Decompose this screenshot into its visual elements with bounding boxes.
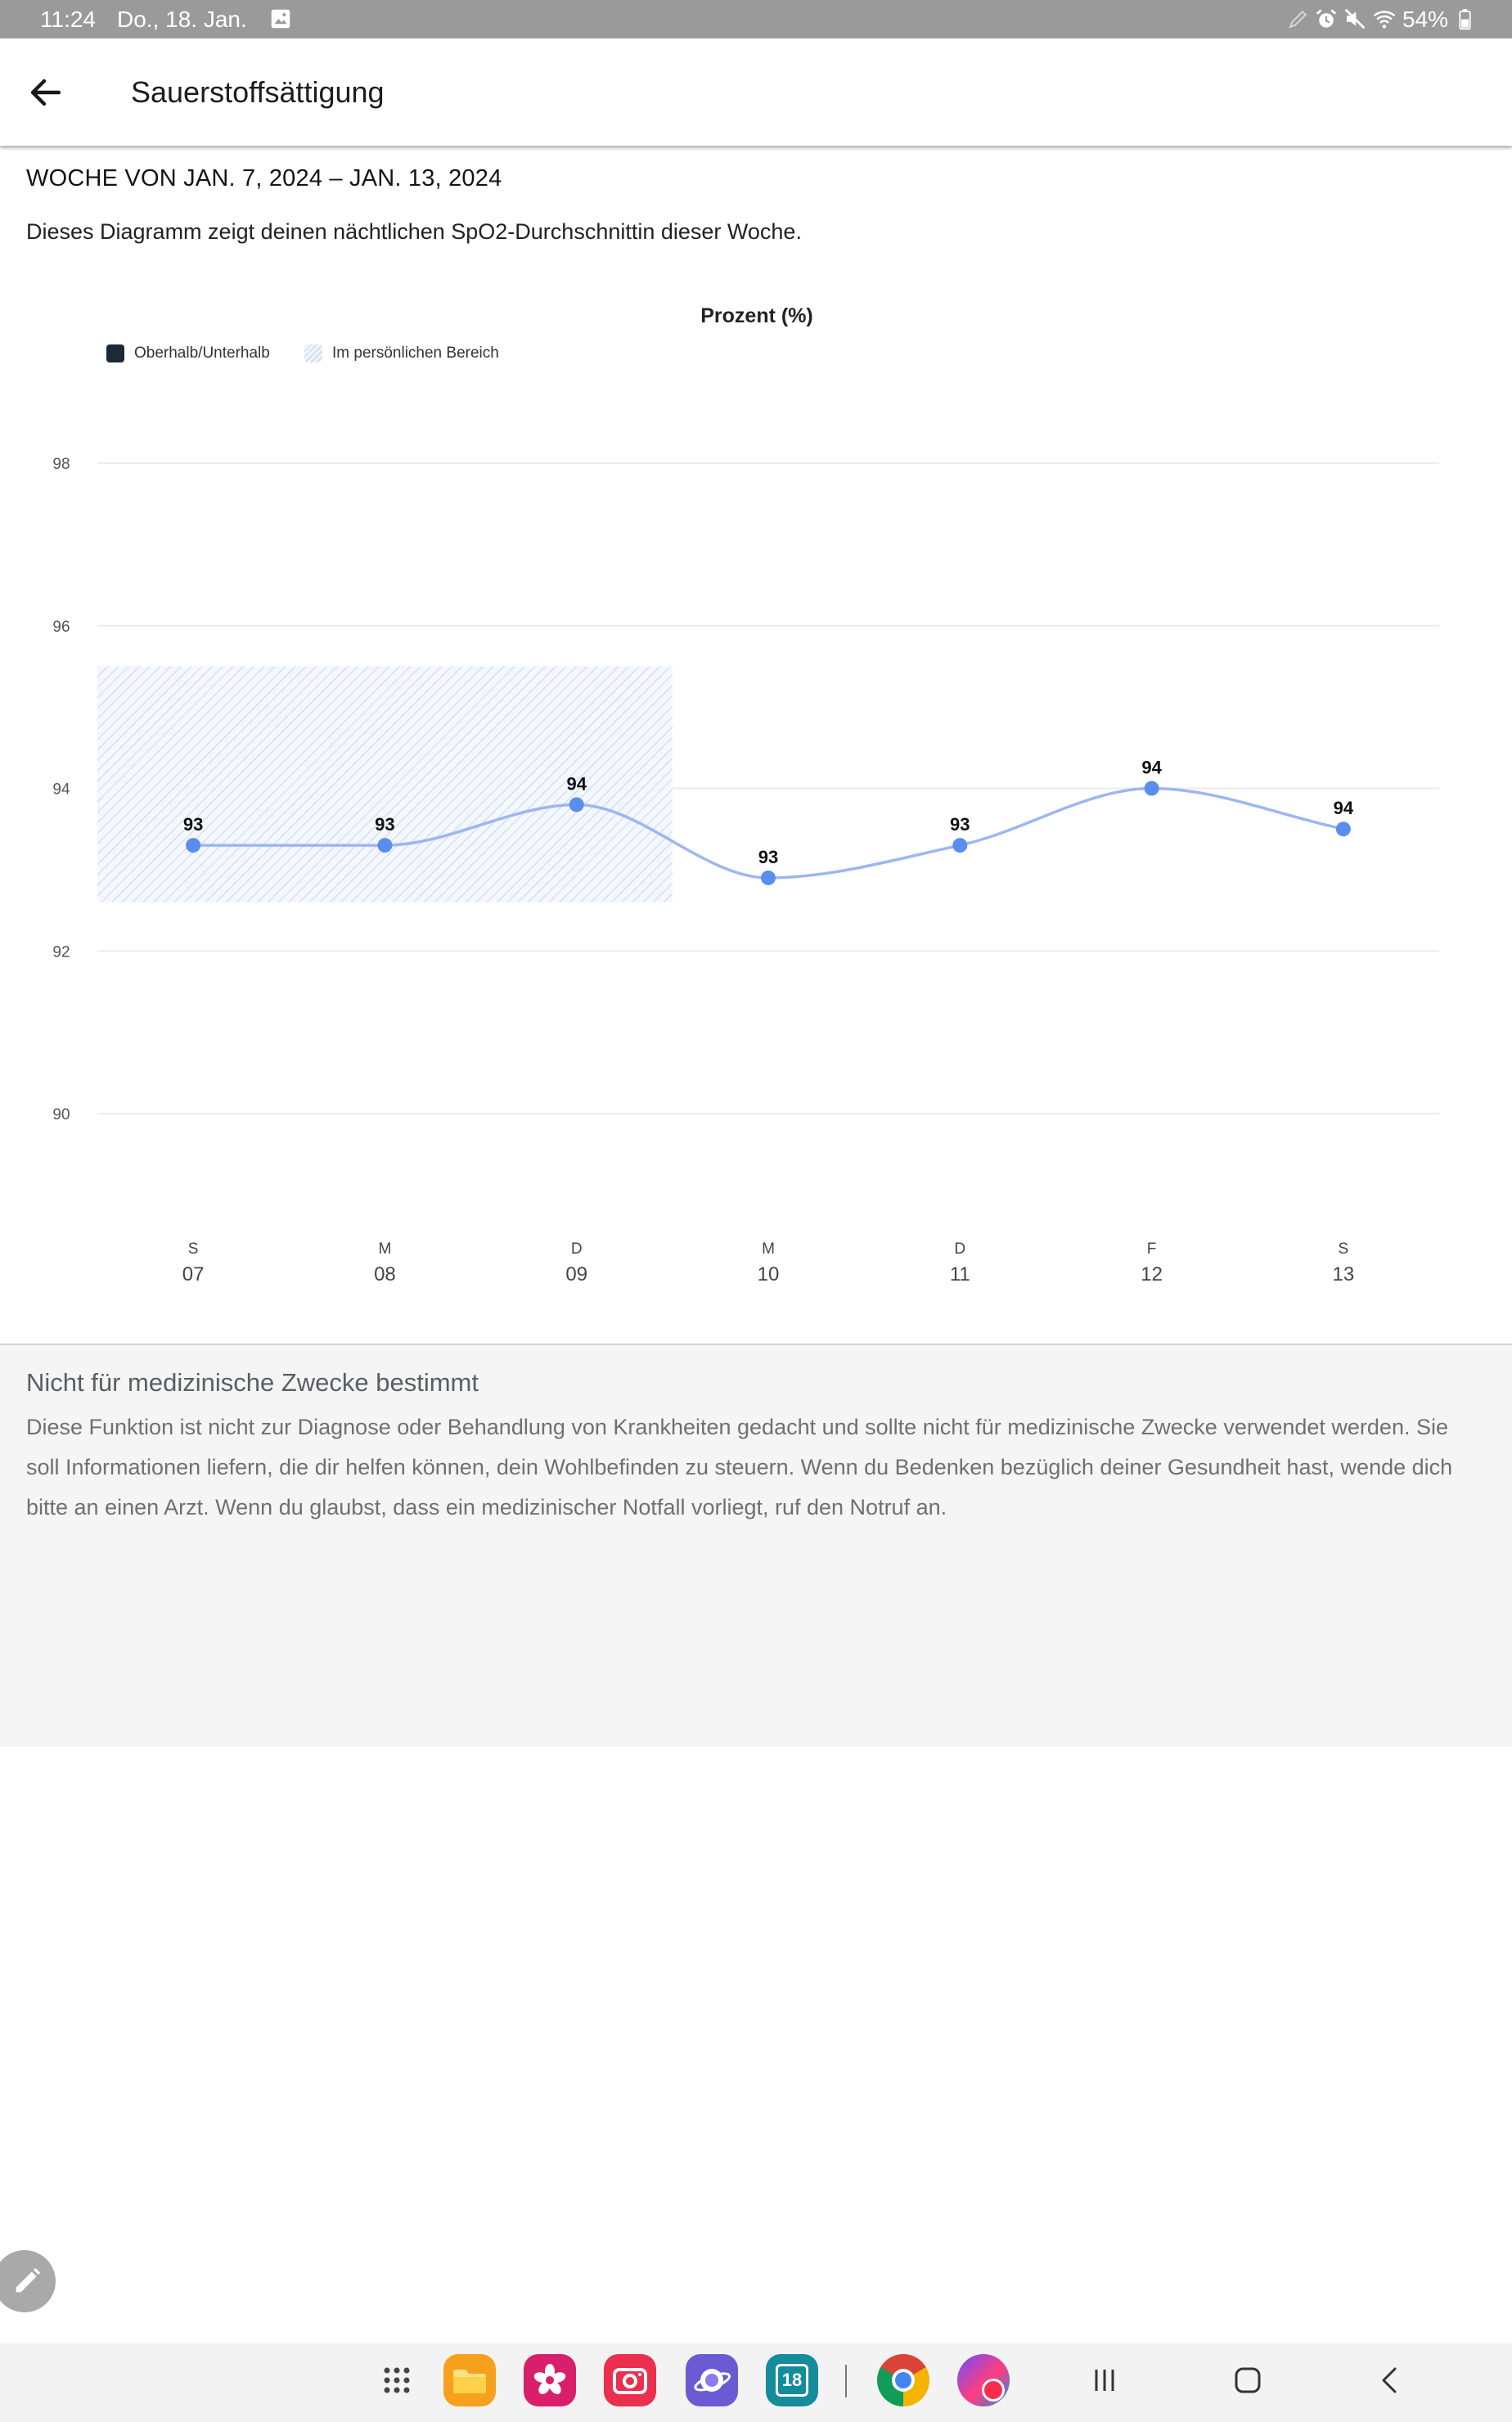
battery-percent: 54%: [1402, 7, 1449, 32]
calendar-day: 18: [776, 2364, 808, 2397]
y-tick-label: 96: [52, 619, 70, 636]
taskbar-divider: [845, 2365, 847, 2397]
pen-icon: [1286, 7, 1311, 31]
legend-item-above-below: Oberhalb/Unterhalb: [106, 344, 270, 363]
legend-label: Oberhalb/Unterhalb: [134, 344, 270, 362]
disclaimer-section: Nicht für medizinische Zwecke bestimmt D…: [0, 1344, 1512, 1747]
back-button[interactable]: [26, 73, 65, 112]
x-tick-date: 09: [565, 1263, 587, 1285]
x-tick-date: 13: [1333, 1263, 1355, 1285]
chrome-icon[interactable]: [877, 2354, 929, 2406]
status-bar: 11:24 Do., 18. Jan. 54%: [0, 0, 1512, 38]
home-icon[interactable]: [1222, 2354, 1274, 2406]
gallery-icon[interactable]: [524, 2354, 576, 2406]
disclaimer-title: Nicht für medizinische Zwecke bestimmt: [26, 1368, 479, 1397]
alarm-icon: [1314, 7, 1339, 31]
taskbar: 18: [0, 2343, 1512, 2422]
y-tick-label: 98: [52, 456, 70, 473]
data-point[interactable]: [569, 797, 584, 813]
y-tick-label: 92: [52, 943, 70, 961]
x-tick-day: M: [379, 1240, 392, 1258]
disclaimer-text: Diese Funktion ist nicht zur Diagnose od…: [26, 1415, 1453, 1519]
grid-layer: 98 96 94 92 90: [52, 456, 1439, 1123]
data-label: 93: [375, 814, 394, 835]
vs-app-icon[interactable]: [957, 2354, 1010, 2406]
personal-range-band: [97, 666, 673, 903]
data-label: 93: [950, 814, 970, 835]
week-range-heading: WOCHE VON JAN. 7, 2024 – JAN. 13, 2024: [26, 165, 502, 191]
x-tick-day: D: [571, 1240, 583, 1258]
x-tick-date: 07: [182, 1263, 205, 1285]
data-label: 94: [1334, 798, 1354, 818]
data-label: 93: [183, 814, 203, 835]
status-date: Do., 18. Jan.: [117, 7, 247, 32]
y-tick-label: 90: [52, 1106, 70, 1123]
data-point[interactable]: [1335, 822, 1351, 837]
pencil-icon: [16, 2267, 41, 2293]
x-tick-date: 11: [950, 1263, 970, 1285]
arrow-left-icon: [30, 79, 61, 106]
camera-icon[interactable]: [604, 2354, 656, 2406]
y-tick-label: 94: [52, 781, 70, 799]
x-tick-date: 10: [758, 1263, 780, 1285]
x-tick-day: S: [188, 1240, 199, 1258]
data-label: 93: [758, 847, 778, 867]
band-layer: [97, 666, 673, 903]
x-tick-day: D: [954, 1240, 965, 1258]
app-bar: Sauerstoffsättigung: [0, 38, 1512, 146]
edit-floating-button[interactable]: [0, 2250, 56, 2312]
legend-swatch-hatched: [304, 344, 322, 362]
legend-swatch-solid: [106, 344, 124, 362]
page-title: Sauerstoffsättigung: [131, 75, 385, 109]
series-layer: 93 93 94 93 93 94 94: [183, 758, 1354, 885]
image-icon: [268, 7, 293, 31]
x-tick-day: M: [762, 1240, 775, 1258]
calendar-icon[interactable]: 18: [766, 2354, 818, 2406]
back-icon[interactable]: [1364, 2354, 1416, 2406]
x-axis: S 07 M 08 D 09 M 10 D 11 F 12 S 13: [182, 1240, 1354, 1285]
my-files-icon[interactable]: [443, 2354, 496, 2406]
x-tick-date: 08: [374, 1263, 396, 1285]
data-point[interactable]: [761, 870, 776, 885]
mute-icon: [1343, 7, 1367, 31]
chart-description: Dieses Diagramm zeigt deinen nächtlichen…: [26, 219, 802, 244]
spo2-line-chart: 98 96 94 92 90 93 93 94 93 93 94 94 S 07 M 08 D 09 M 10 D 1…: [52, 456, 1439, 1285]
recents-icon[interactable]: [1078, 2354, 1131, 2406]
data-point[interactable]: [377, 838, 393, 853]
legend-item-personal-range: Im persönlichen Bereich: [304, 344, 499, 363]
data-point[interactable]: [186, 838, 201, 853]
x-tick-day: F: [1147, 1240, 1157, 1258]
legend-label: Im persönlichen Bereich: [332, 344, 499, 362]
internet-icon[interactable]: [686, 2354, 738, 2406]
data-label: 94: [1141, 758, 1162, 778]
x-tick-day: S: [1339, 1240, 1349, 1258]
data-point[interactable]: [952, 838, 968, 853]
data-point[interactable]: [1144, 781, 1159, 796]
status-time: 11:24: [40, 7, 96, 32]
chart-title: Prozent (%): [700, 304, 813, 327]
data-label: 94: [566, 773, 587, 794]
x-tick-date: 12: [1141, 1263, 1163, 1285]
battery-icon: [1458, 8, 1472, 30]
apps-grid-icon[interactable]: [371, 2354, 423, 2406]
wifi-icon: [1372, 7, 1397, 31]
